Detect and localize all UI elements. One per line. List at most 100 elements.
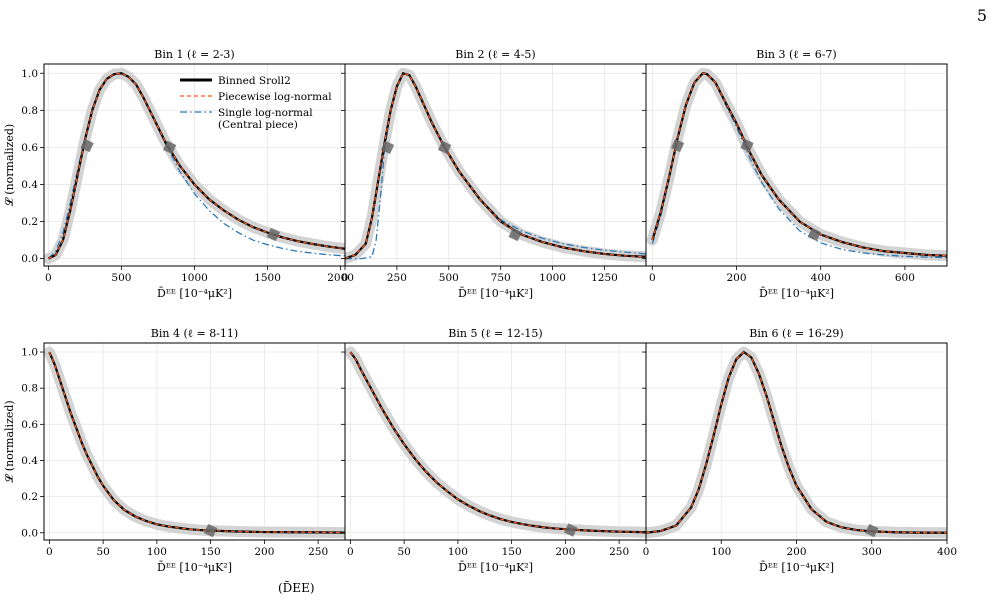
x-tick-label: 1000 — [539, 272, 566, 284]
series-line-piecewise-lognormal — [349, 351, 646, 533]
y-tick-label: 0.8 — [21, 105, 38, 117]
data-marker — [670, 138, 685, 153]
x-axis-label: D̄ᴱᴱ [10⁻⁴μK²] — [458, 561, 533, 574]
series-line-binned-sroll2 — [651, 72, 947, 257]
plot-area — [646, 67, 947, 262]
y-axis-label: 𝓛 (normalized) — [3, 400, 16, 482]
series-line-binned-sroll2 — [48, 351, 345, 534]
series-line-piecewise-lognormal — [646, 351, 947, 534]
x-tick-label: 1250 — [591, 272, 618, 284]
x-tick-label: 200 — [726, 272, 746, 284]
caption-fragment: (D̄EE) — [278, 580, 315, 595]
subplot-title: Bin 4 (ℓ = 8-11) — [151, 327, 238, 340]
x-tick-label: 50 — [397, 546, 410, 558]
x-tick-label: 200 — [254, 546, 274, 558]
data-marker — [163, 140, 177, 155]
x-tick-label: 200 — [786, 546, 806, 558]
y-tick-label: 0.0 — [21, 527, 38, 539]
series-line-piecewise-lognormal — [48, 72, 345, 260]
x-tick-label: 0 — [342, 272, 349, 284]
x-tick-label: 150 — [201, 546, 221, 558]
y-tick-label: 0.6 — [21, 142, 38, 154]
series-line-piecewise-lognormal — [345, 72, 646, 260]
series-line-single-lognormal — [651, 72, 947, 259]
x-tick-label: 250 — [609, 546, 629, 558]
x-tick-label: 100 — [147, 546, 167, 558]
page-number: 5 — [976, 6, 987, 25]
x-tick-label: 100 — [448, 546, 468, 558]
x-tick-label: 300 — [862, 546, 882, 558]
plot-area — [345, 67, 646, 265]
x-tick-label: 400 — [937, 546, 957, 558]
x-tick-label: 0 — [643, 546, 650, 558]
subplot-3: 0 200 400 600 Bin 3 (ℓ = 6-7) D̄ᴱᴱ [10⁻⁴μK²] — [642, 48, 948, 300]
subplot-4: 0 50 100 150 200 250 0.0 0.2 0.4 0.6 0.8 1.0 Bin 4 (… — [3, 327, 346, 574]
x-tick-label: 0 — [649, 272, 656, 284]
subplot-title: Bin 2 (ℓ = 4-5) — [455, 48, 535, 61]
x-tick-label: 0 — [46, 546, 53, 558]
series-line-piecewise-lognormal — [651, 72, 947, 257]
plot-area — [44, 346, 345, 539]
plot-area — [345, 346, 646, 538]
x-axis-label: D̄ᴱᴱ [10⁻⁴μK²] — [157, 287, 232, 300]
legend-label: Binned Sroll2 — [218, 75, 291, 87]
x-tick-label: 100 — [711, 546, 731, 558]
plot-area — [44, 67, 345, 265]
x-tick-label: 250 — [308, 546, 328, 558]
x-tick-label: 2000 — [327, 272, 354, 284]
uncertainty-band — [345, 67, 646, 265]
axes-frame — [645, 63, 948, 267]
legend-label: Piecewise log-normal — [218, 91, 332, 103]
y-tick-label: 0.4 — [21, 455, 38, 467]
legend-label: Single log-normal — [218, 107, 313, 119]
y-tick-label: 0.2 — [21, 491, 38, 503]
y-tick-label: 0.4 — [21, 179, 38, 191]
y-tick-label: 1.0 — [21, 68, 38, 80]
data-marker — [740, 138, 754, 153]
subplot-title: Bin 3 (ℓ = 6-7) — [756, 48, 836, 61]
series-line-piecewise-lognormal — [48, 351, 345, 534]
subplot-6: 0 100 200 300 400 Bin 6 (ℓ = 16-29) D̄ᴱᴱ [10⁻⁴… — [642, 327, 957, 574]
subplot-2: 0 250 500 750 1000 1250 Bin 2 (ℓ = 4-5) D̄ᴱᴱ [1… — [341, 48, 647, 300]
data-marker — [564, 523, 578, 537]
x-axis-label: D̄ᴱᴱ [10⁻⁴μK²] — [458, 287, 533, 300]
y-tick-label: 0.2 — [21, 216, 38, 228]
x-tick-label: 400 — [811, 272, 831, 284]
x-tick-label: 50 — [96, 546, 109, 558]
y-axis-label: 𝓛 (normalized) — [3, 124, 16, 206]
series-line-binned-sroll2 — [349, 351, 646, 534]
data-marker — [508, 227, 522, 242]
subplot-5: 0 50 100 150 200 250 Bin 5 (ℓ = 12-15) D̄ᴱᴱ [10… — [341, 327, 647, 574]
uncertainty-band — [646, 67, 947, 262]
y-tick-label: 0.6 — [21, 419, 38, 431]
y-tick-label: 1.0 — [21, 347, 38, 359]
x-axis-label: D̄ᴱᴱ [10⁻⁴μK²] — [157, 561, 232, 574]
x-tick-label: 0 — [347, 546, 354, 558]
x-tick-label: 500 — [111, 272, 131, 284]
subplot-title: Bin 6 (ℓ = 16-29) — [749, 327, 843, 340]
x-tick-label: 500 — [439, 272, 459, 284]
data-marker — [807, 227, 822, 242]
x-tick-label: 150 — [502, 546, 522, 558]
data-marker — [380, 140, 395, 155]
x-tick-label: 0 — [45, 272, 52, 284]
legend-label-line2: (Central piece) — [218, 119, 298, 131]
subplot-1: 0 500 1000 1500 2000 0.0 0.2 0.4 0.6 0.8 1.0 Bin 1 … — [3, 48, 354, 300]
y-tick-label: 0.0 — [21, 253, 38, 265]
data-marker — [80, 138, 94, 153]
data-marker — [865, 523, 879, 538]
uncertainty-band — [345, 346, 646, 538]
data-marker — [203, 523, 218, 538]
legend: Binned Sroll2 Piecewise log-normal Single … — [180, 75, 332, 131]
uncertainty-band — [44, 346, 345, 539]
y-tick-label: 0.8 — [21, 383, 38, 395]
subplot-title: Bin 5 (ℓ = 12-15) — [448, 327, 542, 340]
data-marker — [437, 140, 452, 155]
x-tick-label: 1500 — [254, 272, 281, 284]
data-marker — [266, 227, 281, 242]
x-tick-label: 600 — [895, 272, 915, 284]
x-tick-label: 1000 — [181, 272, 208, 284]
axes-frame — [43, 342, 346, 541]
